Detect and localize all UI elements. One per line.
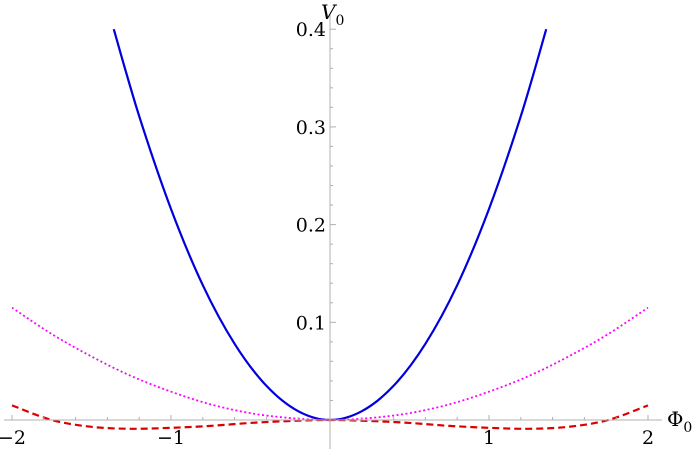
x-tick-label: 2 [642,427,654,449]
x-tick-label: 1 [483,427,495,449]
y-axis-label-sub: 0 [335,13,344,29]
x-axis-label-sub: 0 [683,420,692,436]
x-ticks: −2 −1 1 2 [0,415,654,449]
y-axis-label: V0 [321,0,344,29]
y-tick-label: 0.3 [296,117,326,139]
x-axis-label: Φ0 [667,407,692,436]
y-axis-label-main: V [321,0,338,24]
y-tick-label: 0.1 [296,312,326,334]
y-tick-label: 0.2 [296,215,326,237]
x-tick-label: −1 [157,427,185,449]
y-ticks: 0.1 0.2 0.3 0.4 [296,19,336,401]
y-tick-label: 0.4 [296,19,326,41]
x-axis-label-main: Φ [667,407,683,431]
x-tick-label: −2 [0,427,26,449]
plot-area: −2 −1 1 2 0.1 0.2 0.3 0.4 [0,14,662,449]
